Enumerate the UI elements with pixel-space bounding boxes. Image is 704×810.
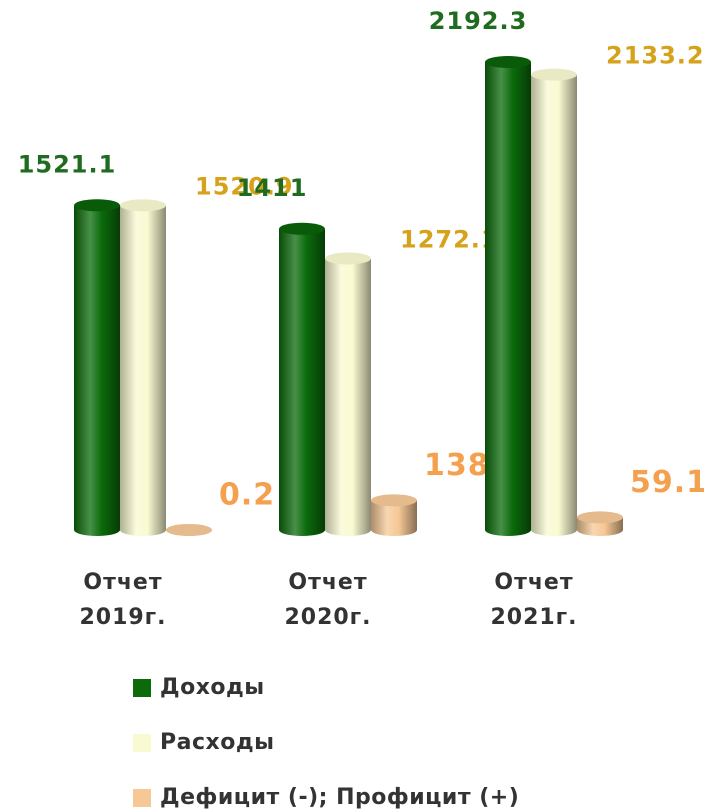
value-label: 2192.3 [429, 7, 528, 35]
legend-swatch [133, 789, 151, 807]
value-label: 1521.1 [18, 150, 117, 178]
bar [371, 500, 417, 536]
value-label: 59.1 [630, 465, 704, 500]
bar [120, 205, 166, 537]
value-label: 1411 [237, 174, 308, 202]
legend-label: Расходы [160, 730, 274, 755]
value-label: 1272.1 [400, 225, 499, 253]
value-label: 0.2 [219, 477, 275, 512]
bar-top [577, 511, 623, 524]
bar [279, 228, 325, 536]
bar-top [531, 68, 577, 81]
legend-swatch [133, 734, 151, 752]
x-tick-label: Отчет 2020г. [284, 570, 372, 630]
legend-label: Доходы [160, 675, 265, 700]
bar [74, 205, 120, 536]
bar-top [371, 494, 417, 507]
legend-label: Дефицит (-); Профицит (+) [160, 785, 519, 810]
legend-swatch [133, 679, 151, 697]
bar [531, 74, 577, 537]
bar-top [325, 252, 371, 265]
bar-top [279, 222, 325, 235]
bar-top [485, 56, 531, 68]
value-label: 1520.9 [195, 172, 294, 200]
x-tick-label: Отчет 2019г. [79, 570, 167, 630]
x-tick-label: Отчет 2021г. [490, 570, 578, 630]
bar-top [120, 199, 166, 212]
bar [325, 258, 371, 536]
bar-top [166, 523, 212, 536]
value-label: 2133.2 [606, 42, 704, 70]
bar-top [74, 199, 120, 212]
bar [485, 62, 531, 536]
